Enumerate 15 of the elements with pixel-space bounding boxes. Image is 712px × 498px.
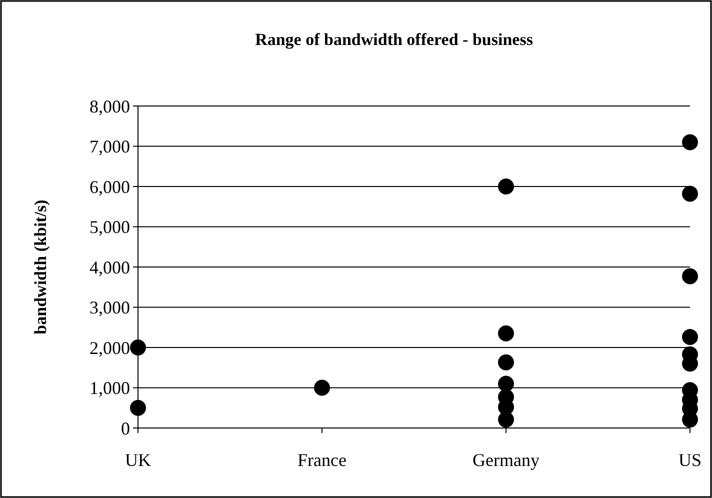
- y-axis-title: bandwidth (kbit/s): [31, 200, 50, 334]
- y-tick-label: 2,000: [90, 338, 130, 358]
- x-tick-label: France: [298, 450, 346, 470]
- x-tick-label: US: [678, 450, 702, 470]
- chart-title: Range of bandwidth offered - business: [255, 30, 534, 49]
- y-tick-label: 5,000: [90, 217, 130, 238]
- y-tick-label: 7,000: [90, 136, 130, 157]
- y-tick-label: 8,000: [90, 96, 130, 116]
- y-tick-label: 0: [121, 418, 130, 438]
- y-tick-label: 4,000: [90, 257, 130, 278]
- x-tick-label: UK: [125, 450, 151, 470]
- y-tick-label: 1,000: [90, 378, 130, 398]
- y-tick-label: 3,000: [90, 298, 130, 318]
- x-tick-label: Germany: [472, 450, 540, 470]
- y-tick-label: 6,000: [90, 176, 130, 197]
